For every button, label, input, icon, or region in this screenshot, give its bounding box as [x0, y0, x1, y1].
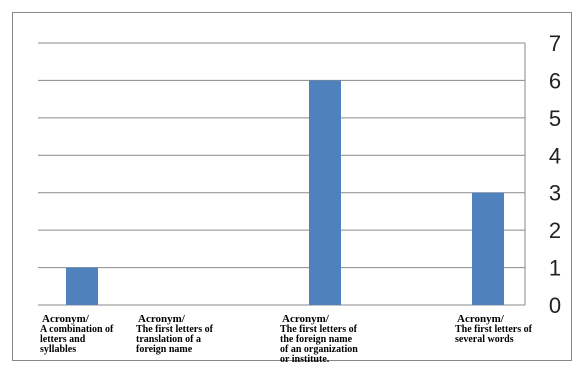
x-category-label: Acronym/The first letters of the foreign … — [280, 313, 358, 365]
bar — [66, 267, 98, 305]
x-category-label: Acronym/The first letters of several word… — [455, 313, 533, 345]
x-category-label: Acronym/The first letters of translation … — [136, 313, 214, 355]
bar — [472, 192, 504, 305]
y-tick-label: 7 — [549, 31, 561, 56]
y-tick-label: 1 — [549, 256, 561, 281]
y-tick-label: 5 — [549, 106, 561, 131]
y-tick-label: 3 — [549, 181, 561, 206]
x-category-label: Acronym/A combination of letters and sylla… — [40, 313, 114, 355]
chart-frame — [12, 12, 572, 361]
y-tick-label: 6 — [549, 68, 561, 93]
y-tick-label: 0 — [549, 293, 561, 318]
bar — [309, 80, 341, 305]
y-tick-label: 2 — [549, 218, 561, 243]
y-tick-label: 4 — [549, 143, 561, 168]
